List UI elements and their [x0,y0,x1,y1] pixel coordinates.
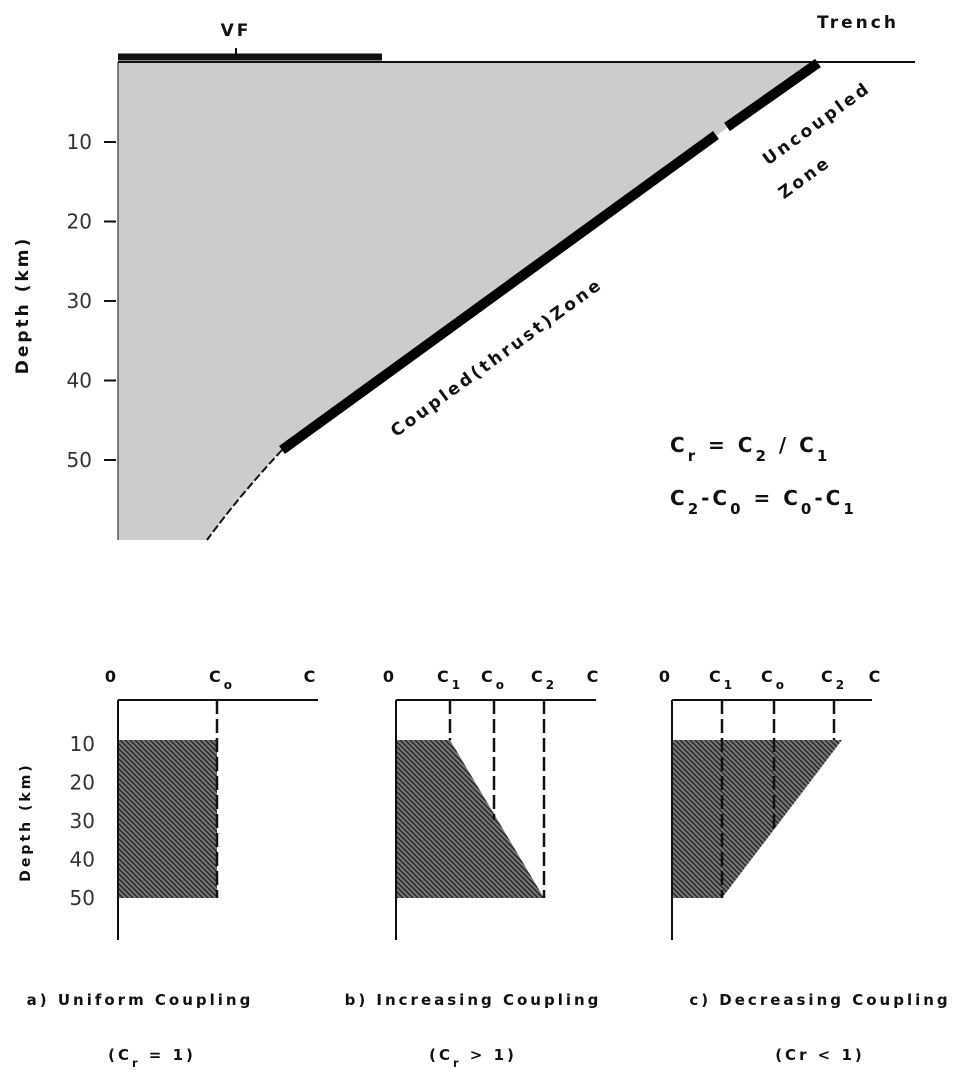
depth-tick-label: 50 [67,448,92,472]
text-part: -C [701,486,730,510]
hatched-region [672,740,842,898]
x-label: 0 [383,667,397,686]
text-part: / C [769,433,817,457]
text-part: 1 [724,678,735,692]
coupled-fault [279,130,719,455]
text-part: C [481,667,496,686]
depth-tick-label: 30 [67,289,92,313]
text-part: 2 [688,500,701,518]
text-part: C [761,667,776,686]
formula: C2-C0 = C0-C1 [670,486,857,518]
text-part: 0 [105,667,119,686]
hatched-region [118,740,217,898]
text-part: C [531,667,546,686]
text-part: C [709,667,724,686]
text-part: C [209,667,224,686]
text-part: = 1) [141,1046,196,1064]
text-part: 2 [546,678,557,692]
text-part: 0 [659,667,673,686]
trench-label: Trench [817,13,899,33]
uncoupled-fault [724,58,821,132]
caption: c) Decreasing Coupling [689,991,950,1009]
caption: b) Increasing Coupling [345,991,602,1009]
text-part: 0 [383,667,397,686]
depth-tick-label: 40 [67,369,92,393]
ratio: (Cr > 1) [429,1046,517,1070]
text-part: 1 [452,678,463,692]
depth-tick-label: 40 [70,848,95,872]
hatched-region [396,740,544,898]
text-part: C [587,667,602,686]
x-label: 0 [105,667,119,686]
text-part: 1 [843,500,856,518]
x-label: Co [761,667,787,692]
text-part: o [776,678,787,692]
x-label: Co [209,667,235,692]
text-part: r [132,1057,141,1070]
text-part: = C [744,486,801,510]
text-part: 2 [836,678,847,692]
x-label: C2 [531,667,557,692]
text-part: C [670,433,688,457]
text-part: = C [698,433,755,457]
text-part: 0 [801,500,814,518]
text-part: r [453,1057,462,1070]
depth-tick-label: 50 [70,886,95,910]
text-part: C [821,667,836,686]
text-part: (C [108,1046,132,1064]
x-label: 0 [659,667,673,686]
text-part: (Cr < 1) [775,1046,865,1064]
text-part: C [437,667,452,686]
depth-tick-label: 20 [67,210,92,234]
wedge [118,62,818,540]
x-label: C2 [821,667,847,692]
depth-tick-label: 20 [70,771,95,795]
text-part: 2 [755,447,768,465]
y-label: Depth (km) [13,236,33,375]
text-part: r [688,447,698,465]
text-part: (C [429,1046,453,1064]
formula: Cr = C2 / C1 [670,433,830,465]
text-part: C [869,667,884,686]
text-part: 0 [730,500,743,518]
x-label: Co [481,667,507,692]
text-part: > 1) [462,1046,517,1064]
ratio: (Cr < 1) [775,1046,865,1064]
x-label: C [587,667,602,686]
ratio: (Cr = 1) [108,1046,196,1070]
y-label: Depth (km) [18,762,34,881]
text-part: C [304,667,319,686]
depth-tick-label: 30 [70,809,95,833]
text-part: -C [814,486,843,510]
text-part: 1 [817,447,830,465]
vf-label: VF [221,21,252,41]
x-label: C1 [709,667,735,692]
caption: a) Uniform Coupling [27,991,254,1009]
deep-fault [206,449,283,541]
depth-tick-label: 10 [70,732,95,756]
depth-tick-label: 10 [67,130,92,154]
x-label: C [869,667,884,686]
text-part: o [496,678,507,692]
text-part: C [670,486,688,510]
text-part: o [224,678,235,692]
x-label: C [304,667,319,686]
x-label: C1 [437,667,463,692]
